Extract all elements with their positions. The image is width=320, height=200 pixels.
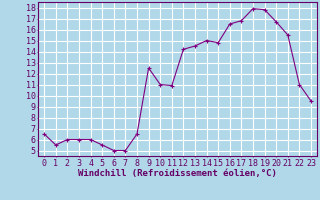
X-axis label: Windchill (Refroidissement éolien,°C): Windchill (Refroidissement éolien,°C): [78, 169, 277, 178]
